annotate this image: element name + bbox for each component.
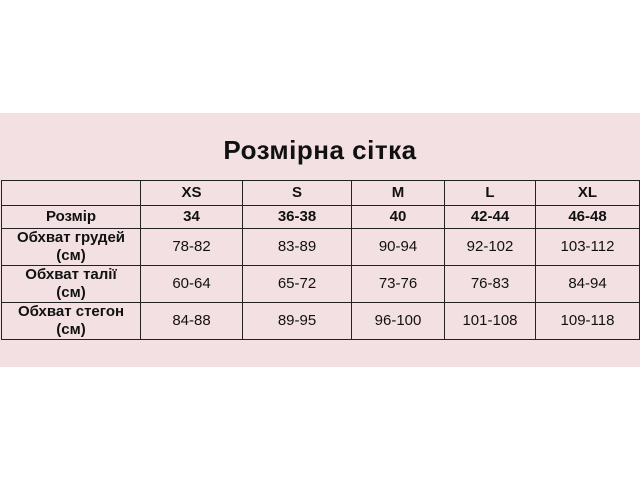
- header-cell: XL: [535, 180, 640, 206]
- row-unit: (см): [56, 321, 86, 338]
- table-cell: 109-118: [535, 302, 640, 340]
- row-label: Обхват грудей (см): [1, 228, 141, 266]
- page-title: Розмірна сітка: [223, 135, 417, 165]
- header-cell: [1, 180, 141, 206]
- header-cell: XS: [140, 180, 243, 206]
- table-cell: 96-100: [351, 302, 445, 340]
- row-unit: (см): [56, 247, 86, 264]
- header-cell: S: [242, 180, 352, 206]
- table-cell: 101-108: [444, 302, 536, 340]
- table-cell: 83-89: [242, 228, 352, 266]
- table-cell: 60-64: [140, 265, 243, 303]
- table-cell: 46-48: [535, 205, 640, 229]
- row-label: Розмір: [1, 205, 141, 229]
- table-cell: 89-95: [242, 302, 352, 340]
- table-cell: 73-76: [351, 265, 445, 303]
- table-cell: 84-88: [140, 302, 243, 340]
- row-label-text: Обхват грудей: [16, 229, 126, 246]
- row-unit: (см): [56, 284, 86, 301]
- table-cell: 34: [140, 205, 243, 229]
- header-row: XS S M L XL: [1, 180, 640, 206]
- table-cell: 90-94: [351, 228, 445, 266]
- table-cell: 103-112: [535, 228, 640, 266]
- table-row: Розмір 34 36-38 40 42-44 46-48: [1, 205, 640, 229]
- table-cell: 78-82: [140, 228, 243, 266]
- row-label: Обхват талії (см): [1, 265, 141, 303]
- table-cell: 36-38: [242, 205, 352, 229]
- header-cell: L: [444, 180, 536, 206]
- row-label-text: Обхват талії: [25, 266, 117, 283]
- table-row: Обхват грудей (см) 78-82 83-89 90-94 92-1…: [1, 228, 640, 266]
- table-cell: 42-44: [444, 205, 536, 229]
- header-cell: M: [351, 180, 445, 206]
- table-cell: 92-102: [444, 228, 536, 266]
- table-row: Обхват стегон (см) 84-88 89-95 96-100 101…: [1, 302, 640, 340]
- size-chart-table: XS S M L XL Розмір 34 36-38 40 42-44 46-…: [1, 180, 640, 340]
- table-cell: 65-72: [242, 265, 352, 303]
- row-label: Обхват стегон (см): [1, 302, 141, 340]
- row-label-text: Обхват стегон: [17, 303, 125, 320]
- table-row: Обхват талії (см) 60-64 65-72 73-76 76-83…: [1, 265, 640, 303]
- table-cell: 40: [351, 205, 445, 229]
- table-cell: 84-94: [535, 265, 640, 303]
- table-cell: 76-83: [444, 265, 536, 303]
